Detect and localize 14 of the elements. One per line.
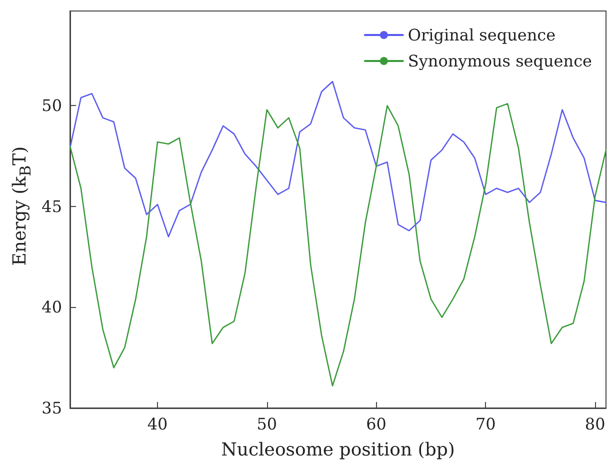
x-tick-label: 70 bbox=[475, 414, 496, 434]
y-tick-label: 35 bbox=[42, 398, 62, 418]
x-tick-label: 60 bbox=[366, 414, 386, 434]
y-tick-label: 50 bbox=[42, 96, 62, 116]
x-axis-title: Nucleosome position (bp) bbox=[221, 440, 455, 460]
y-tick-label: 45 bbox=[42, 196, 62, 216]
y-tick-label: 40 bbox=[42, 298, 62, 317]
x-tick-label: 50 bbox=[256, 414, 278, 434]
x-tick-label: 40 bbox=[147, 414, 168, 434]
x-tick-label: 80 bbox=[584, 414, 606, 434]
legend-label: Original sequence bbox=[408, 26, 556, 44]
legend-label: Synonymous sequence bbox=[408, 52, 592, 70]
line-series bbox=[69, 80, 607, 238]
line-series bbox=[69, 103, 607, 386]
